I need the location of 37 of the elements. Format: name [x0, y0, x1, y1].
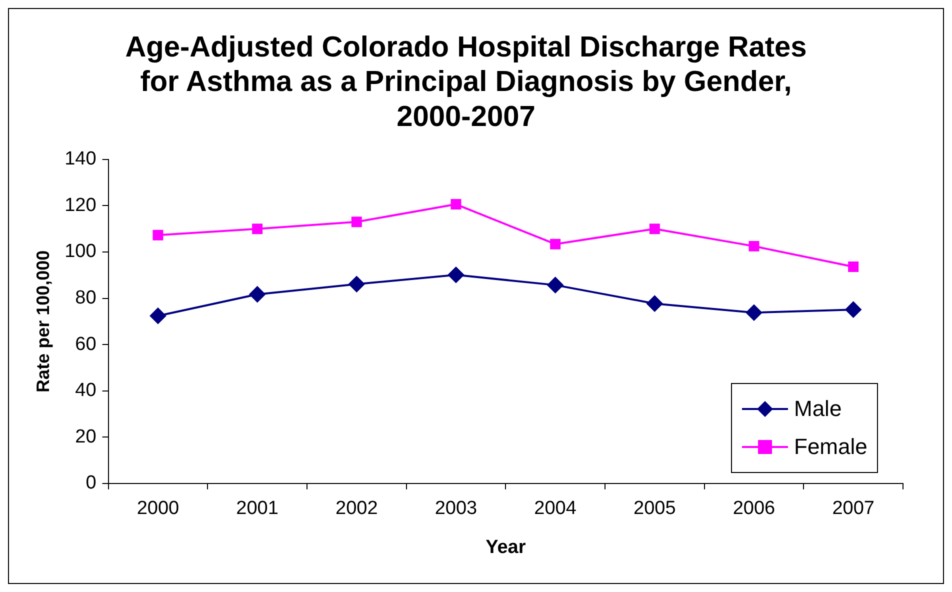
point [450, 199, 462, 210]
y-tick-label: 60 [75, 334, 96, 355]
x-axis-title: Year [486, 536, 526, 558]
point [649, 224, 660, 234]
point [646, 296, 663, 312]
point [252, 224, 263, 234]
legend-label: Male [794, 396, 842, 422]
y-tick-label: 140 [64, 148, 96, 170]
point [152, 230, 164, 240]
point [150, 308, 166, 324]
y-tick-label: 80 [75, 287, 96, 308]
point [547, 277, 564, 294]
point [748, 240, 760, 252]
point [351, 216, 362, 228]
legend-label: Female [794, 434, 868, 460]
x-tick-label: 2002 [336, 498, 378, 520]
point [550, 238, 561, 250]
point [348, 276, 365, 292]
point [249, 286, 266, 302]
y-tick-label: 20 [75, 426, 96, 448]
y-tick-label: 120 [64, 194, 96, 216]
x-tick-label: 2005 [634, 498, 676, 520]
y-tick-label: 100 [64, 241, 96, 262]
x-tick-label: 2000 [136, 498, 180, 520]
point [448, 266, 464, 283]
x-tick-label: 2006 [732, 498, 776, 520]
x-tick-label: 2003 [434, 498, 478, 520]
y-tick-label: 0 [86, 472, 96, 494]
point [848, 262, 859, 272]
point [746, 304, 762, 321]
chart-title: Age-Adjusted Colorado Hospital Discharge Rates for Asthma as a Principal Diagnosis by Gender, 2000-2007 [125, 31, 807, 133]
y-tick-label: 40 [75, 380, 96, 402]
x-tick-label: 2001 [236, 498, 278, 520]
point [845, 302, 862, 318]
x-tick-label: 2004 [534, 498, 577, 520]
y-axis-title: Rate per 100,000 [32, 250, 53, 392]
x-tick-label: 2007 [832, 498, 874, 520]
